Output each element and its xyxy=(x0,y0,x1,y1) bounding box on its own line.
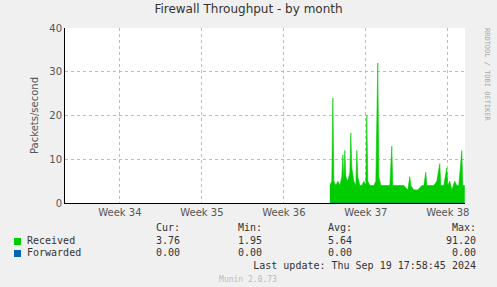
svg-text:Week 36: Week 36 xyxy=(262,207,305,218)
svg-text:Firewall Throughput - by month: Firewall Throughput - by month xyxy=(154,2,342,16)
svg-text:Week 38: Week 38 xyxy=(426,207,469,218)
svg-text:Week 35: Week 35 xyxy=(180,207,223,218)
html-text:Last update: Thu Sep 19 17:58:: Last update: Thu Sep 19 17:58:45 2024 xyxy=(253,260,476,271)
svg-text:Week 34: Week 34 xyxy=(98,207,141,218)
svg-text:10: 10 xyxy=(49,154,62,165)
svg-text:40: 40 xyxy=(49,23,62,34)
html-text:Avg:: Avg: xyxy=(327,222,352,233)
html-text:Received: Received xyxy=(27,235,76,246)
html-text:Cur:: Cur: xyxy=(155,222,180,233)
html-text:RRDTOOL / TOBI OETIKER: RRDTOOL / TOBI OETIKER xyxy=(483,28,491,121)
html-text:0.00: 0.00 xyxy=(237,247,262,258)
html-text:0.00: 0.00 xyxy=(155,247,180,258)
html-text:3.76: 3.76 xyxy=(155,235,180,246)
svg-text:Week 37: Week 37 xyxy=(344,207,387,218)
html-text:91.20: 91.20 xyxy=(445,235,476,246)
svg-text:20: 20 xyxy=(49,110,62,121)
html-text:Min:: Min: xyxy=(237,222,262,233)
html-text:Munin 2.0.73: Munin 2.0.73 xyxy=(219,275,277,284)
html-text:5.64: 5.64 xyxy=(327,235,352,246)
html-text:Max:: Max: xyxy=(451,222,476,233)
html-text:0.00: 0.00 xyxy=(451,247,476,258)
html-text:1.95: 1.95 xyxy=(237,235,262,246)
svg-text:0: 0 xyxy=(56,198,62,209)
svg-text:Packets/second: Packets/second xyxy=(29,77,40,154)
html-text:0.00: 0.00 xyxy=(327,247,352,258)
svg-text:30: 30 xyxy=(49,66,62,77)
html-text:Forwarded: Forwarded xyxy=(27,247,82,258)
